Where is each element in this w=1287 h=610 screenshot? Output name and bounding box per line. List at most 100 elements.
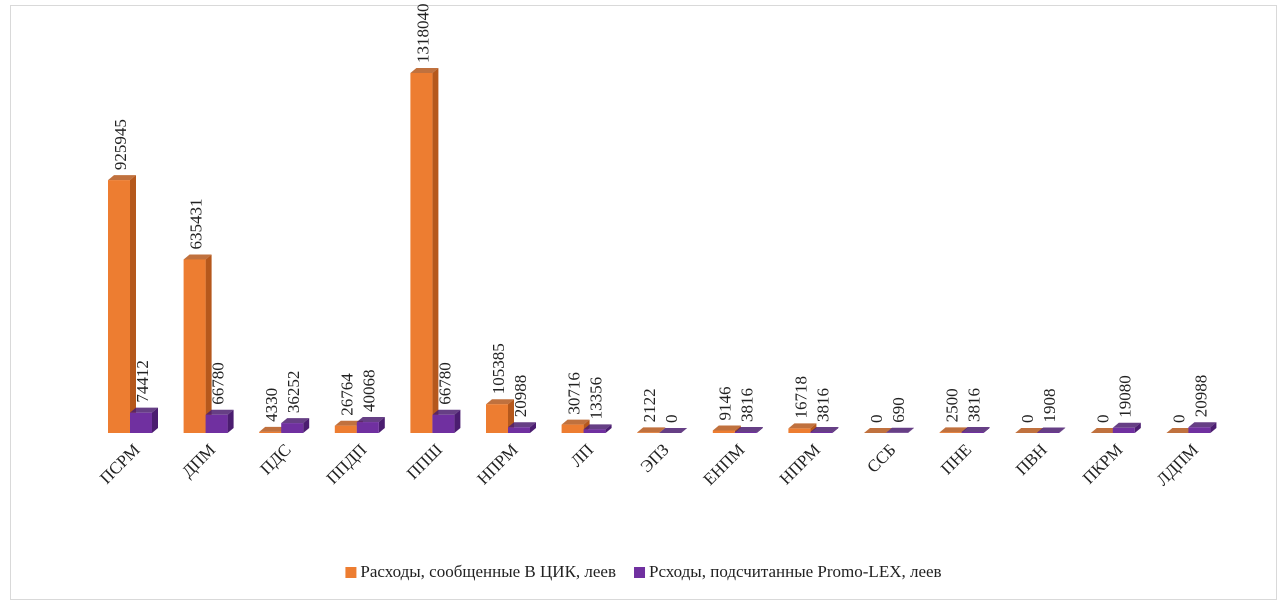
bar-top [259, 426, 288, 432]
value-label: 36252 [284, 371, 303, 414]
bar-top [1112, 422, 1141, 428]
bar [712, 430, 735, 433]
bar-side [130, 175, 136, 433]
bar-top [1166, 428, 1195, 433]
legend-swatch [634, 567, 646, 578]
bar [1037, 432, 1060, 433]
value-label: 2500 [943, 388, 962, 422]
legend-label: Рсходы, подсчитанные Promo-LEX, леев [649, 562, 942, 581]
value-label: 0 [867, 415, 886, 424]
bar-top [1015, 428, 1044, 433]
bar-top [356, 417, 385, 423]
legend: Расходы, сообщенные В ЦИК, леев Рсходы, п… [345, 562, 942, 581]
legend-label: Расходы, сообщенные В ЦИК, леев [360, 562, 616, 581]
bar [583, 429, 606, 433]
bar [637, 432, 660, 433]
bar [961, 431, 984, 433]
bar-side [983, 426, 990, 433]
bar-top [864, 428, 892, 433]
legend-item: Расходы, сообщенные В ЦИК, леев [345, 562, 616, 581]
bar-top [712, 425, 741, 431]
bar-top [183, 254, 212, 260]
bar-side [227, 409, 234, 433]
bar [183, 259, 206, 433]
bar [508, 427, 530, 433]
bar [561, 424, 584, 433]
bar-top [939, 427, 968, 433]
bar [259, 431, 282, 433]
bar [486, 404, 508, 433]
value-label: 3816 [738, 388, 757, 422]
legend-item: Рсходы, подсчитанные Promo-LEX, леев [634, 562, 942, 581]
bar [788, 428, 811, 433]
bar-side [832, 426, 839, 433]
bar [1112, 427, 1135, 433]
bar-top [334, 420, 363, 426]
value-label: 0 [662, 415, 681, 424]
value-label: 30716 [565, 372, 584, 415]
bar [810, 431, 833, 433]
value-label: 635431 [187, 198, 206, 249]
bar-top [637, 427, 666, 433]
bar-top [659, 428, 688, 433]
bar-side [756, 426, 763, 433]
bar-side [454, 409, 461, 433]
bar [356, 422, 379, 433]
bar [939, 432, 962, 433]
value-label: 0 [1169, 415, 1188, 424]
value-label: 1908 [1040, 388, 1059, 422]
bar-top [561, 419, 590, 425]
bar-top [1188, 422, 1217, 428]
value-label: 19080 [1116, 375, 1135, 418]
bar [108, 180, 130, 433]
value-label: 4330 [262, 388, 281, 422]
bar-side [205, 254, 212, 433]
bar [734, 431, 757, 433]
value-label: 0 [1094, 415, 1113, 424]
value-label: 105385 [489, 343, 508, 394]
value-label: 0 [1018, 415, 1037, 424]
bar-top [281, 418, 310, 424]
value-label: 40068 [360, 370, 379, 413]
bar-side [1134, 422, 1141, 433]
bar-top [432, 409, 461, 415]
bar [432, 414, 455, 433]
bar [1188, 427, 1211, 433]
bar-side [1059, 427, 1066, 433]
value-label: 74412 [133, 360, 152, 403]
bar-side [1210, 422, 1217, 433]
bar [410, 73, 433, 433]
bar-top [788, 423, 817, 429]
bar-side [152, 407, 158, 433]
bar-top [583, 424, 612, 430]
bar-top [130, 407, 158, 413]
legend-swatch [345, 567, 357, 578]
bar-top [410, 68, 439, 73]
bar-side [432, 68, 439, 433]
bar [334, 425, 357, 433]
value-label: 925945 [111, 119, 130, 170]
bar-side [303, 418, 310, 433]
value-label: 16718 [791, 376, 810, 419]
bar [281, 423, 304, 433]
value-label: 20988 [511, 375, 530, 418]
value-label: 2122 [640, 388, 659, 422]
value-label: 3816 [965, 388, 984, 422]
value-label: 3816 [813, 388, 832, 422]
bar-side [659, 427, 666, 433]
bar-side [530, 422, 536, 433]
bar-side [605, 424, 612, 433]
bar-top [1090, 428, 1119, 433]
bar-top [508, 422, 536, 428]
bar-top [810, 426, 839, 432]
bar-side [378, 417, 385, 433]
bar [205, 414, 228, 433]
bar-top [734, 426, 763, 432]
bar-top [961, 426, 990, 432]
value-label: 20988 [1191, 375, 1210, 418]
bar-top [1037, 427, 1066, 433]
value-label: 66780 [209, 362, 228, 405]
value-label: 690 [889, 397, 908, 423]
bar-side [908, 427, 914, 433]
